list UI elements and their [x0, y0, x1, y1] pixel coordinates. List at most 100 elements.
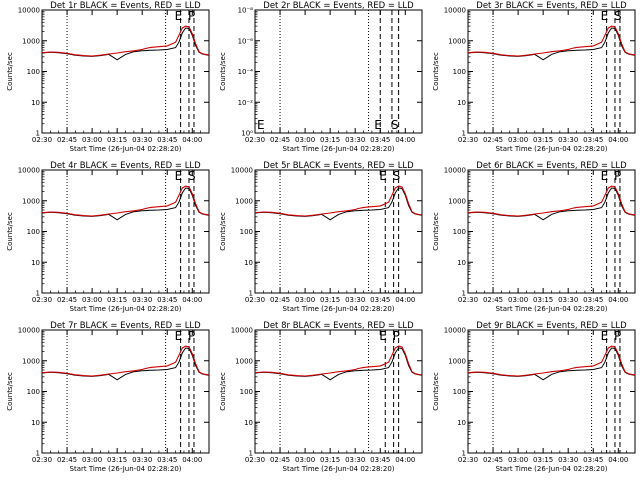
chart-title: Det 2r BLACK = Events, RED = LLD: [263, 1, 414, 11]
y-tick-label: 10000: [231, 327, 253, 335]
y-tick-label: 10000: [444, 7, 466, 15]
detector-panel-9: Det 9r BLACK = Events, RED = LLD 1 10 100 10…: [426, 320, 639, 480]
lld-series-line: [467, 345, 636, 377]
detector-panel-8: Det 8r BLACK = Events, RED = LLD 1 10 100 10…: [213, 320, 426, 480]
x-axis-label: Start Time (26-Jun-04 02:28:20): [496, 465, 608, 473]
x-tick-label: 03:00: [508, 456, 528, 464]
chart-title: Det 3r BLACK = Events, RED = LLD: [476, 1, 627, 11]
detector-panel-6: Det 6r BLACK = Events, RED = LLD 1 10 100 10…: [426, 160, 639, 320]
x-tick-label: 03:15: [107, 136, 127, 144]
y-tick-label: 1: [249, 450, 253, 458]
lld-series-line: [41, 25, 210, 57]
y-tick-label: 100: [27, 68, 40, 76]
x-tick-label: 02:45: [57, 296, 77, 304]
x-tick-label: 02:30: [245, 136, 265, 144]
x-tick-label: 02:30: [32, 296, 52, 304]
y-tick-label: 10⁻⁴: [238, 68, 254, 76]
event-marker-label: E: [175, 169, 183, 183]
chart-title: Det 4r BLACK = Events, RED = LLD: [50, 161, 201, 171]
x-tick-label: 03:30: [558, 296, 578, 304]
y-tick-label: 10: [31, 419, 40, 427]
x-tick-label: 02:30: [458, 456, 478, 464]
x-tick-label: 03:15: [533, 136, 553, 144]
detector-panel-1: Det 1r BLACK = Events, RED = LLD 1 10 100 10…: [0, 0, 213, 160]
x-axis-label: Start Time (26-Jun-04 02:28:20): [70, 465, 182, 473]
y-tick-label: 100: [240, 388, 253, 396]
x-tick-label: 04:00: [395, 136, 415, 144]
event-marker-label: E: [601, 9, 609, 23]
y-tick-label: 10: [457, 259, 466, 267]
x-tick-label: 04:00: [395, 456, 415, 464]
x-tick-label: 02:30: [458, 136, 478, 144]
y-tick-label: 10: [244, 259, 253, 267]
x-tick-label: 03:30: [558, 136, 578, 144]
phase-marker-label: P: [614, 329, 621, 343]
x-tick-label: 04:00: [182, 136, 202, 144]
y-tick-label: 10: [31, 99, 40, 107]
y-tick-label: 100: [453, 68, 466, 76]
x-tick-label: 03:15: [107, 456, 127, 464]
x-tick-label: 02:30: [245, 456, 265, 464]
y-tick-label: 1000: [22, 37, 40, 45]
detector-chart-5: Det 5r BLACK = Events, RED = LLD 1 10 100 10…: [219, 161, 423, 313]
event-marker-label: E: [175, 9, 183, 23]
y-axis-label: Counts/sec: [6, 372, 14, 411]
x-tick-label: 03:30: [345, 136, 365, 144]
chart-title: Det 7r BLACK = Events, RED = LLD: [50, 321, 201, 331]
x-tick-label: 04:00: [608, 296, 628, 304]
x-tick-label: 02:30: [32, 136, 52, 144]
detector-panel-3: Det 3r BLACK = Events, RED = LLD 1 10 100 10…: [426, 0, 639, 160]
y-axis-label: Counts/sec: [6, 52, 14, 91]
detector-chart-9: Det 9r BLACK = Events, RED = LLD 1 10 100 10…: [432, 321, 636, 473]
y-tick-label: 1: [462, 290, 466, 298]
y-tick-label: 1: [462, 130, 466, 138]
x-tick-label: 02:45: [270, 136, 290, 144]
x-tick-label: 04:00: [182, 456, 202, 464]
chart-title: Det 1r BLACK = Events, RED = LLD: [50, 1, 201, 11]
phase-marker-label: P: [393, 329, 400, 343]
x-tick-label: 03:30: [132, 136, 152, 144]
phase-marker-label: S: [391, 118, 399, 132]
x-tick-label: 03:45: [583, 456, 603, 464]
y-tick-label: 10⁻⁸: [238, 7, 254, 15]
x-tick-label: 03:00: [82, 136, 102, 144]
y-axis-label: Counts/sec: [432, 372, 440, 411]
x-tick-label: 03:45: [583, 136, 603, 144]
lld-series-line: [254, 345, 423, 377]
x-tick-label: 02:45: [270, 296, 290, 304]
y-tick-label: 100: [27, 388, 40, 396]
x-tick-label: 03:15: [320, 136, 340, 144]
lld-series-line: [467, 185, 636, 217]
y-tick-label: 10000: [444, 167, 466, 175]
x-tick-label: 03:00: [82, 456, 102, 464]
x-tick-label: 04:00: [182, 296, 202, 304]
x-tick-label: 03:15: [320, 296, 340, 304]
detector-chart-2: Det 2r BLACK = Events, RED = LLD 10⁰ 10⁻² 1…: [219, 1, 423, 153]
y-tick-label: 1000: [448, 197, 466, 205]
y-tick-label: 10000: [444, 327, 466, 335]
y-tick-label: 1000: [235, 197, 253, 205]
phase-marker-label: S: [393, 169, 401, 183]
event-marker-label: E: [374, 118, 382, 132]
x-tick-label: 02:30: [32, 456, 52, 464]
chart-title: Det 6r BLACK = Events, RED = LLD: [476, 161, 627, 171]
x-tick-label: 03:30: [345, 456, 365, 464]
x-tick-label: 03:00: [508, 296, 528, 304]
y-tick-label: 10: [457, 99, 466, 107]
y-tick-label: 1000: [235, 357, 253, 365]
phase-marker-label: S: [188, 169, 196, 183]
x-tick-label: 04:00: [608, 136, 628, 144]
detector-panel-5: Det 5r BLACK = Events, RED = LLD 1 10 100 10…: [213, 160, 426, 320]
x-tick-label: 03:30: [558, 456, 578, 464]
detector-chart-8: Det 8r BLACK = Events, RED = LLD 1 10 100 10…: [219, 321, 423, 473]
x-axis-label: Start Time (26-Jun-04 02:28:20): [283, 145, 395, 153]
x-tick-label: 03:45: [370, 456, 390, 464]
x-axis-label: Start Time (26-Jun-04 02:28:20): [496, 305, 608, 313]
y-tick-label: 1: [36, 450, 40, 458]
x-tick-label: 02:45: [483, 136, 503, 144]
y-tick-label: 1: [36, 290, 40, 298]
lld-series-line: [41, 345, 210, 377]
chart-title: Det 5r BLACK = Events, RED = LLD: [263, 161, 414, 171]
x-tick-label: 03:45: [370, 296, 390, 304]
